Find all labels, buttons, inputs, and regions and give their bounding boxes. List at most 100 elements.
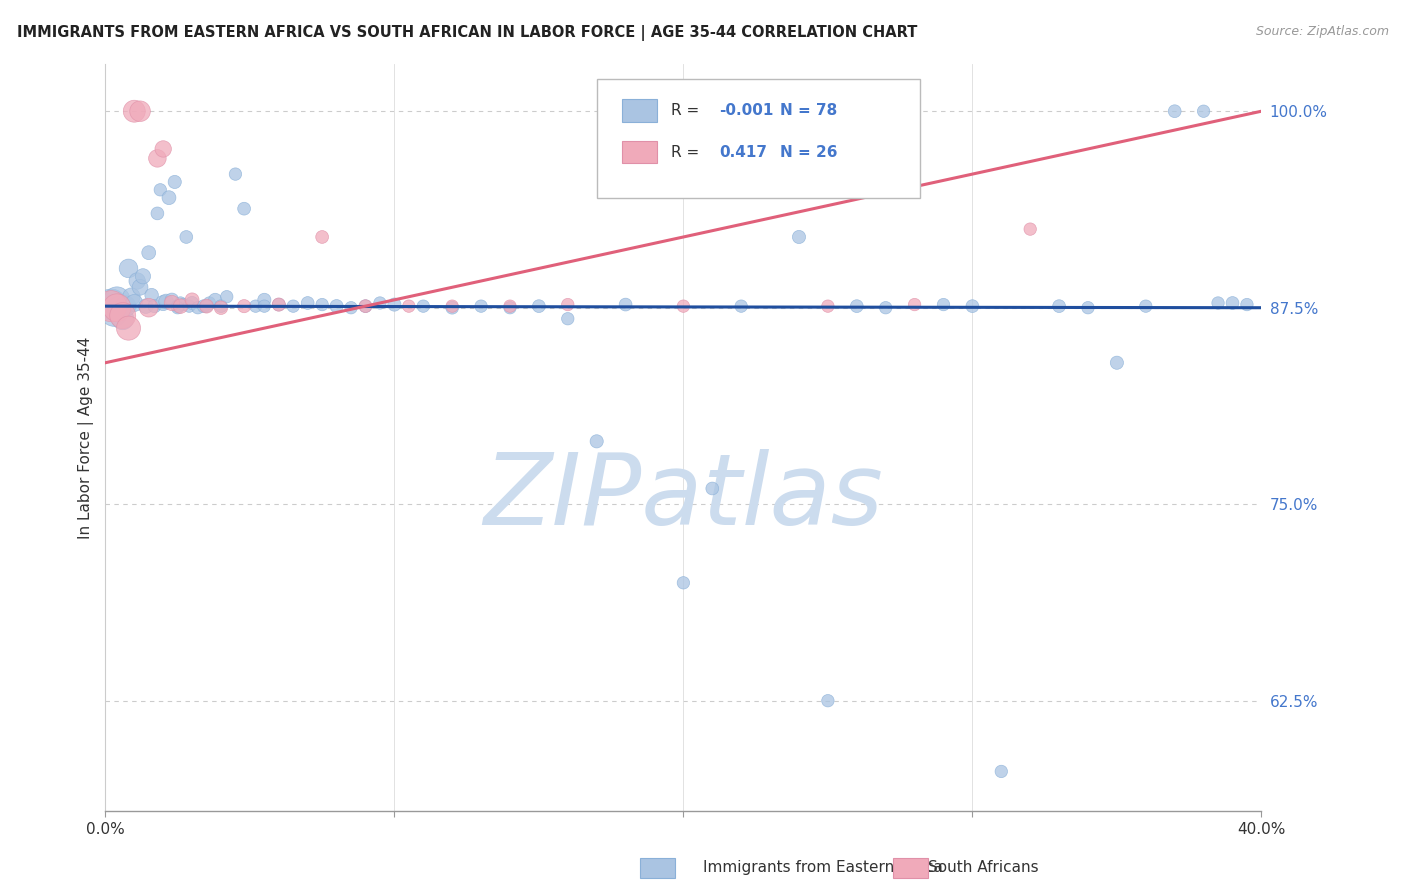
- Point: [195, 299, 218, 313]
- Point: [100, 297, 122, 311]
- Point: [1077, 301, 1099, 315]
- Point: [117, 261, 139, 276]
- FancyBboxPatch shape: [621, 99, 657, 121]
- Point: [672, 299, 695, 313]
- Point: [127, 274, 149, 288]
- Point: [962, 299, 984, 313]
- Point: [111, 309, 134, 323]
- Point: [141, 288, 163, 302]
- Point: [224, 167, 246, 181]
- Point: [253, 293, 276, 307]
- Y-axis label: In Labor Force | Age 35-44: In Labor Force | Age 35-44: [79, 336, 94, 539]
- Point: [179, 299, 201, 313]
- Text: 0.417: 0.417: [720, 145, 768, 160]
- Point: [470, 299, 492, 313]
- Point: [441, 299, 464, 313]
- Point: [138, 301, 160, 315]
- Point: [267, 297, 290, 311]
- Point: [172, 297, 194, 311]
- Point: [233, 299, 256, 313]
- Point: [1047, 299, 1070, 313]
- Point: [368, 296, 391, 310]
- Point: [117, 321, 139, 335]
- Point: [267, 297, 290, 311]
- Point: [198, 296, 221, 310]
- Point: [614, 297, 637, 311]
- Point: [672, 575, 695, 590]
- Text: N = 26: N = 26: [780, 145, 838, 160]
- Point: [354, 299, 377, 313]
- Point: [527, 299, 550, 313]
- Text: N = 78: N = 78: [780, 103, 838, 118]
- Point: [730, 299, 752, 313]
- Point: [138, 245, 160, 260]
- Point: [932, 297, 955, 311]
- Point: [124, 104, 146, 119]
- Point: [129, 104, 152, 119]
- Text: South Africans: South Africans: [928, 860, 1039, 874]
- Point: [384, 297, 406, 311]
- Point: [169, 296, 191, 310]
- Point: [129, 280, 152, 294]
- Point: [817, 694, 839, 708]
- Point: [166, 299, 188, 313]
- Point: [340, 301, 363, 315]
- FancyBboxPatch shape: [596, 79, 921, 198]
- Point: [187, 301, 209, 315]
- Point: [283, 299, 305, 313]
- FancyBboxPatch shape: [621, 141, 657, 163]
- Point: [209, 299, 232, 313]
- Point: [1163, 104, 1185, 119]
- Point: [845, 299, 868, 313]
- Point: [354, 299, 377, 313]
- Point: [195, 299, 218, 313]
- Point: [245, 299, 267, 313]
- Point: [169, 299, 191, 313]
- Point: [702, 482, 724, 496]
- Text: Source: ZipAtlas.com: Source: ZipAtlas.com: [1256, 25, 1389, 38]
- Point: [181, 293, 204, 307]
- Point: [903, 297, 925, 311]
- Text: R =: R =: [671, 145, 709, 160]
- Point: [233, 202, 256, 216]
- Point: [181, 296, 204, 310]
- Point: [149, 183, 172, 197]
- Point: [124, 296, 146, 310]
- Point: [157, 191, 180, 205]
- Point: [990, 764, 1012, 779]
- Point: [875, 301, 897, 315]
- Point: [132, 269, 155, 284]
- Point: [1192, 104, 1215, 119]
- Point: [193, 299, 215, 313]
- Point: [143, 299, 166, 313]
- Point: [160, 296, 183, 310]
- Point: [1019, 222, 1042, 236]
- Point: [325, 299, 347, 313]
- Point: [103, 305, 125, 319]
- Point: [176, 230, 198, 244]
- Point: [108, 301, 131, 315]
- Point: [398, 299, 420, 313]
- Point: [441, 301, 464, 315]
- Point: [114, 299, 136, 313]
- Point: [1222, 296, 1244, 310]
- Point: [204, 293, 226, 307]
- Point: [1236, 297, 1258, 311]
- Point: [105, 293, 128, 307]
- Point: [166, 301, 188, 315]
- Text: -0.001: -0.001: [720, 103, 773, 118]
- Text: R =: R =: [671, 103, 704, 118]
- Point: [499, 301, 522, 315]
- Point: [111, 311, 134, 326]
- Point: [585, 434, 607, 449]
- Point: [557, 297, 579, 311]
- Point: [105, 301, 128, 315]
- Point: [499, 299, 522, 313]
- Point: [100, 299, 122, 313]
- Point: [1206, 296, 1229, 310]
- Point: [146, 152, 169, 166]
- Point: [155, 294, 177, 309]
- Point: [163, 175, 186, 189]
- Point: [152, 142, 174, 156]
- Point: [311, 297, 333, 311]
